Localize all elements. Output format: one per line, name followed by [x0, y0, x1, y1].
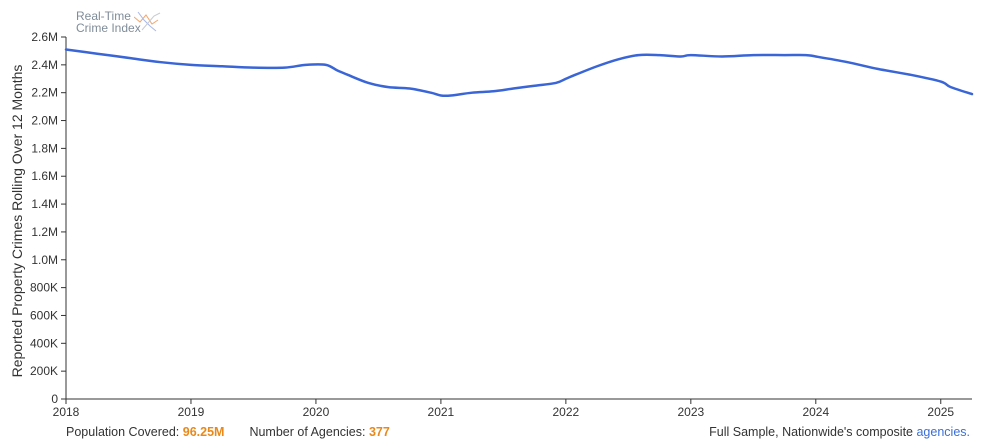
x-tick-label: 2020	[303, 405, 330, 419]
x-tick-label: 2018	[53, 405, 80, 419]
footer-sample-note: Full Sample, Nationwide's composite agen…	[709, 425, 970, 439]
sample-text: Full Sample, Nationwide's composite	[709, 425, 913, 439]
agencies-count-value: 377	[368, 425, 390, 439]
y-tick-label: 800K	[30, 281, 58, 295]
y-tick-label: 200K	[30, 364, 58, 378]
y-tick-label: 400K	[30, 336, 58, 350]
y-tick-label: 2.6M	[31, 30, 58, 44]
y-tick-label: 1.6M	[31, 169, 58, 183]
x-tick-label: 2022	[553, 405, 580, 419]
property-crimes-series-line	[64, 48, 974, 98]
y-tick-label: 1.8M	[31, 141, 58, 155]
y-tick-label: 1.0M	[31, 253, 58, 267]
x-tick-label: 2021	[428, 405, 455, 419]
series-layer	[64, 48, 974, 98]
agencies-count-label: Number of Agencies:	[249, 425, 366, 439]
line-chart: Reported Property Crimes Rolling Over 12…	[9, 30, 974, 419]
y-tick-label: 1.2M	[31, 225, 58, 239]
y-tick-label: 600K	[30, 308, 58, 322]
y-tick-label: 2.2M	[31, 86, 58, 100]
logo: Real-Time Crime Index	[76, 10, 166, 46]
footer-stats: Population Covered: 96.25M Number of Age…	[66, 425, 390, 439]
y-axis: 0 200K 400K 600K 800K 1.0M 1.2M 1.4M 1.6M 1.8M 2.0…	[30, 30, 67, 406]
x-tick-label: 2023	[677, 405, 704, 419]
x-axis: 2018 2019 2020 2021 2022 2023 2024 2025	[53, 398, 972, 419]
x-tick-label: 2025	[927, 405, 954, 419]
y-axis-title: Reported Property Crimes Rolling Over 12…	[9, 65, 25, 378]
y-tick-label: 2.4M	[31, 58, 58, 72]
y-tick-label: 1.4M	[31, 197, 58, 211]
population-value: 96.25M	[182, 425, 225, 439]
logo-line-2: Crime Index	[76, 21, 141, 35]
logo-mark-icon	[134, 11, 161, 32]
logo-line-1: Real-Time	[76, 9, 131, 23]
y-tick-label: 2.0M	[31, 114, 58, 128]
x-tick-label: 2019	[178, 405, 205, 419]
y-tick-label: 0	[51, 392, 58, 406]
population-label: Population Covered:	[66, 425, 180, 439]
agencies-link[interactable]: agencies.	[916, 425, 970, 439]
x-tick-label: 2024	[802, 405, 829, 419]
